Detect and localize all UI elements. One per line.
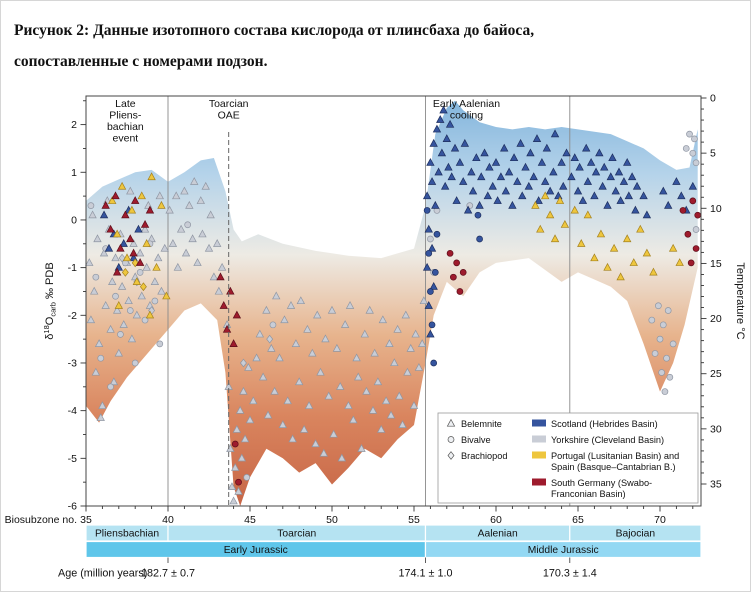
age-value: 174.1 ± 1.0 (399, 568, 453, 580)
legend: Belemnite Bivalve Brachiopod Scotland (Hebr… (437, 412, 699, 504)
svg-text:Early Aalenian: Early Aalenian (433, 98, 500, 110)
svg-text:Pliensbachian: Pliensbachian (95, 529, 159, 540)
svg-text:Belemnite: Belemnite (461, 419, 502, 429)
age-label: Age (million years) (58, 568, 147, 580)
svg-text:Spain (Basque–Cantabrian B.): Spain (Basque–Cantabrian B.) (551, 462, 676, 472)
svg-text:35: 35 (710, 479, 722, 491)
series-portugal-spain-belemnite (108, 172, 684, 319)
svg-text:Late: Late (115, 98, 136, 110)
svg-text:Bajocian: Bajocian (616, 529, 656, 540)
svg-text:Franconian Basin): Franconian Basin) (551, 489, 626, 499)
series-yorkshire-belemnite (85, 177, 429, 505)
svg-text:Pliens-: Pliens- (109, 110, 142, 122)
caption-line-1: Рисунок 2: Данные изотопного состава кис… (14, 22, 535, 39)
svg-text:Aalenian: Aalenian (478, 529, 518, 540)
x-axis-label: Biosubzone no. (5, 514, 77, 526)
svg-text:5: 5 (710, 148, 716, 160)
svg-text:65: 65 (572, 514, 584, 526)
svg-text:Early Jurassic: Early Jurassic (224, 545, 288, 556)
svg-text:25: 25 (710, 368, 722, 380)
temperature-band (86, 100, 698, 507)
svg-text:70: 70 (654, 514, 666, 526)
svg-text:15: 15 (710, 258, 722, 270)
age-row: Age (million years)182.7 ± 0.7 174.1 ± 1.… (58, 557, 597, 580)
svg-text:40: 40 (162, 514, 174, 526)
svg-text:Toarcian: Toarcian (209, 98, 249, 110)
svg-text:30: 30 (710, 423, 722, 435)
svg-text:Toarcian: Toarcian (277, 529, 316, 540)
svg-text:55: 55 (408, 514, 420, 526)
svg-text:60: 60 (490, 514, 502, 526)
svg-text:0: 0 (710, 93, 716, 105)
svg-text:-2: -2 (68, 310, 77, 322)
svg-text:bachian: bachian (107, 121, 144, 133)
svg-text:0: 0 (71, 214, 77, 226)
svg-text:45: 45 (244, 514, 256, 526)
svg-text:20: 20 (710, 313, 722, 325)
series-scotland-belemnite (99, 105, 697, 338)
figure-caption: Рисунок 2: Данные изотопного состава кис… (14, 15, 534, 77)
svg-text:Scotland (Hebrides Basin): Scotland (Hebrides Basin) (551, 419, 658, 429)
svg-text:-1: -1 (68, 262, 77, 274)
y-axis-right: 0 5 10 15 20 25 30 35 (701, 93, 722, 491)
svg-text:10: 10 (710, 203, 722, 215)
svg-text:35: 35 (80, 514, 92, 526)
svg-text:1: 1 (71, 167, 77, 179)
svg-text:Brachiopod: Brachiopod (461, 451, 507, 461)
y-axis-left-label: δ18Ocarb ‰ PDB (42, 262, 58, 339)
svg-text:Portugal (Lusitanian Basin) an: Portugal (Lusitanian Basin) and (551, 451, 679, 461)
svg-text:cooling: cooling (450, 110, 483, 122)
svg-text:Bivalve: Bivalve (461, 435, 491, 445)
series-germany-bivalve (231, 197, 702, 486)
x-axis: 35 40 45 50 55 60 65 70 Biosubzone no. (5, 506, 694, 526)
svg-text:2: 2 (71, 119, 77, 131)
series-scotland-bivalve (423, 207, 483, 367)
age-value: 170.3 ± 1.4 (543, 568, 597, 580)
age-value: 182.7 ± 0.7 (141, 568, 195, 580)
data-points (85, 105, 702, 505)
svg-text:-6: -6 (68, 501, 77, 513)
plot-border (85, 95, 702, 507)
series-germany-belemnite (101, 191, 242, 347)
svg-text:-3: -3 (68, 357, 77, 369)
svg-text:South Germany (Swabo-: South Germany (Swabo- (551, 478, 652, 488)
strat-bands: Pliensbachian Toarcian Aalenian Bajocian Ear… (85, 524, 702, 559)
svg-text:50: 50 (326, 514, 338, 526)
svg-text:Middle Jurassic: Middle Jurassic (528, 545, 599, 556)
svg-text:Yorkshire (Cleveland Basin): Yorkshire (Cleveland Basin) (551, 435, 664, 445)
svg-text:-5: -5 (68, 453, 77, 465)
svg-text:OAE: OAE (218, 110, 240, 122)
y-axis-left: 2 1 0 -1 -2 -3 -4 -5 -6 (68, 100, 86, 513)
svg-text:-4: -4 (68, 405, 77, 417)
caption-line-2: сопоставленные с номерами подзон. (14, 53, 268, 70)
svg-text:event: event (113, 133, 139, 145)
y-axis-right-label: Temperature °C (734, 262, 746, 339)
